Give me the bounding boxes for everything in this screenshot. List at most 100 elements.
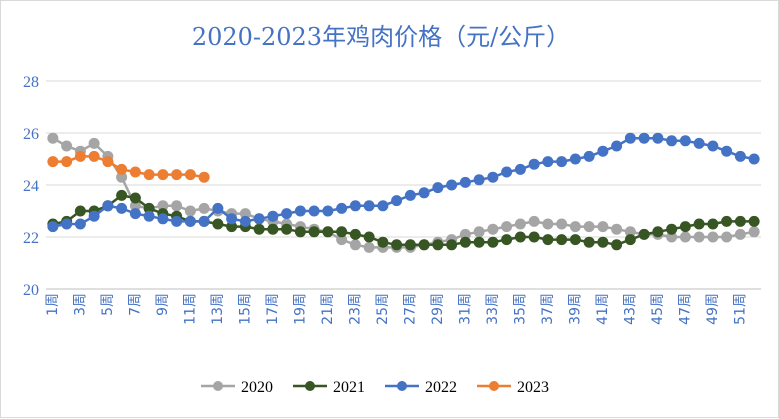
x-tick-label: 43周 xyxy=(622,293,638,325)
data-point xyxy=(404,189,416,201)
data-point xyxy=(129,192,141,204)
legend-item-2022: 2022 xyxy=(385,379,457,396)
data-point xyxy=(693,231,705,243)
legend-label: 2020 xyxy=(241,379,273,396)
data-point xyxy=(129,208,141,220)
data-point xyxy=(707,140,719,152)
data-point xyxy=(377,236,389,248)
data-point xyxy=(473,174,485,186)
x-tick-label: 37周 xyxy=(540,293,556,325)
x-tick-label: 17周 xyxy=(265,293,281,325)
x-tick-label: 1周 xyxy=(45,293,61,316)
data-point xyxy=(721,145,733,157)
data-point xyxy=(666,135,678,147)
data-point xyxy=(679,221,691,233)
data-point xyxy=(679,135,691,147)
data-point xyxy=(239,215,251,227)
x-tick-label: 21周 xyxy=(320,293,336,325)
data-point xyxy=(281,208,293,220)
data-point xyxy=(74,150,86,162)
data-point xyxy=(61,218,73,230)
data-point xyxy=(487,223,499,235)
data-point xyxy=(748,215,760,227)
legend: 2020 2021 2022 2023 xyxy=(201,379,549,396)
data-point xyxy=(171,200,183,212)
data-point xyxy=(487,171,499,183)
data-point xyxy=(748,153,760,165)
data-point xyxy=(473,236,485,248)
data-point xyxy=(611,140,623,152)
data-point xyxy=(239,208,251,220)
data-point xyxy=(336,226,348,238)
data-point xyxy=(624,226,636,238)
data-point xyxy=(638,228,650,240)
x-tick-label: 47周 xyxy=(677,293,693,325)
data-point xyxy=(597,221,609,233)
x-tick-label: 45周 xyxy=(650,293,666,325)
x-tick-label: 27周 xyxy=(402,293,418,325)
data-point xyxy=(542,156,554,168)
data-point xyxy=(666,223,678,235)
data-point xyxy=(61,140,73,152)
x-tick-label: 5周 xyxy=(100,293,116,316)
data-point xyxy=(652,226,664,238)
data-point xyxy=(611,223,623,235)
data-point xyxy=(336,202,348,214)
data-point xyxy=(734,228,746,240)
data-point xyxy=(624,132,636,144)
legend-item-2020: 2020 xyxy=(201,379,273,396)
data-point xyxy=(556,218,568,230)
data-point xyxy=(116,171,128,183)
data-point xyxy=(143,210,155,222)
data-point xyxy=(143,169,155,181)
x-tick-label: 3周 xyxy=(72,293,88,316)
x-tick-label: 9周 xyxy=(155,293,171,316)
data-point xyxy=(693,218,705,230)
data-point xyxy=(569,153,581,165)
series-2020 xyxy=(47,132,760,253)
data-point xyxy=(129,200,141,212)
x-tick-label: 39周 xyxy=(567,293,583,325)
data-point xyxy=(294,205,306,217)
y-axis-ticks: 20 22 24 26 28 xyxy=(23,74,39,299)
data-point xyxy=(459,236,471,248)
data-point xyxy=(363,241,375,253)
data-point xyxy=(514,231,526,243)
data-point xyxy=(198,202,210,214)
data-point xyxy=(198,215,210,227)
data-point xyxy=(473,226,485,238)
data-point xyxy=(349,239,361,251)
data-point xyxy=(88,150,100,162)
data-point xyxy=(597,236,609,248)
data-point xyxy=(748,226,760,238)
data-point xyxy=(349,228,361,240)
data-point xyxy=(198,171,210,183)
data-point xyxy=(226,221,238,233)
data-point xyxy=(679,231,691,243)
data-point xyxy=(322,205,334,217)
data-point xyxy=(47,132,59,144)
data-point xyxy=(253,223,265,235)
legend-swatch-marker xyxy=(305,381,315,391)
data-point xyxy=(446,179,458,191)
data-point xyxy=(556,234,568,246)
data-point xyxy=(308,226,320,238)
data-point xyxy=(212,218,224,230)
data-point xyxy=(528,158,540,170)
data-point xyxy=(459,176,471,188)
data-point xyxy=(184,215,196,227)
legend-swatch-marker xyxy=(489,381,499,391)
data-point xyxy=(514,163,526,175)
data-point xyxy=(597,145,609,157)
data-point xyxy=(734,150,746,162)
data-point xyxy=(74,218,86,230)
data-point xyxy=(308,205,320,217)
data-point xyxy=(253,213,265,225)
legend-label: 2022 xyxy=(425,379,457,396)
data-point xyxy=(143,202,155,214)
data-point xyxy=(707,231,719,243)
data-point xyxy=(61,156,73,168)
legend-item-2023: 2023 xyxy=(477,379,549,396)
